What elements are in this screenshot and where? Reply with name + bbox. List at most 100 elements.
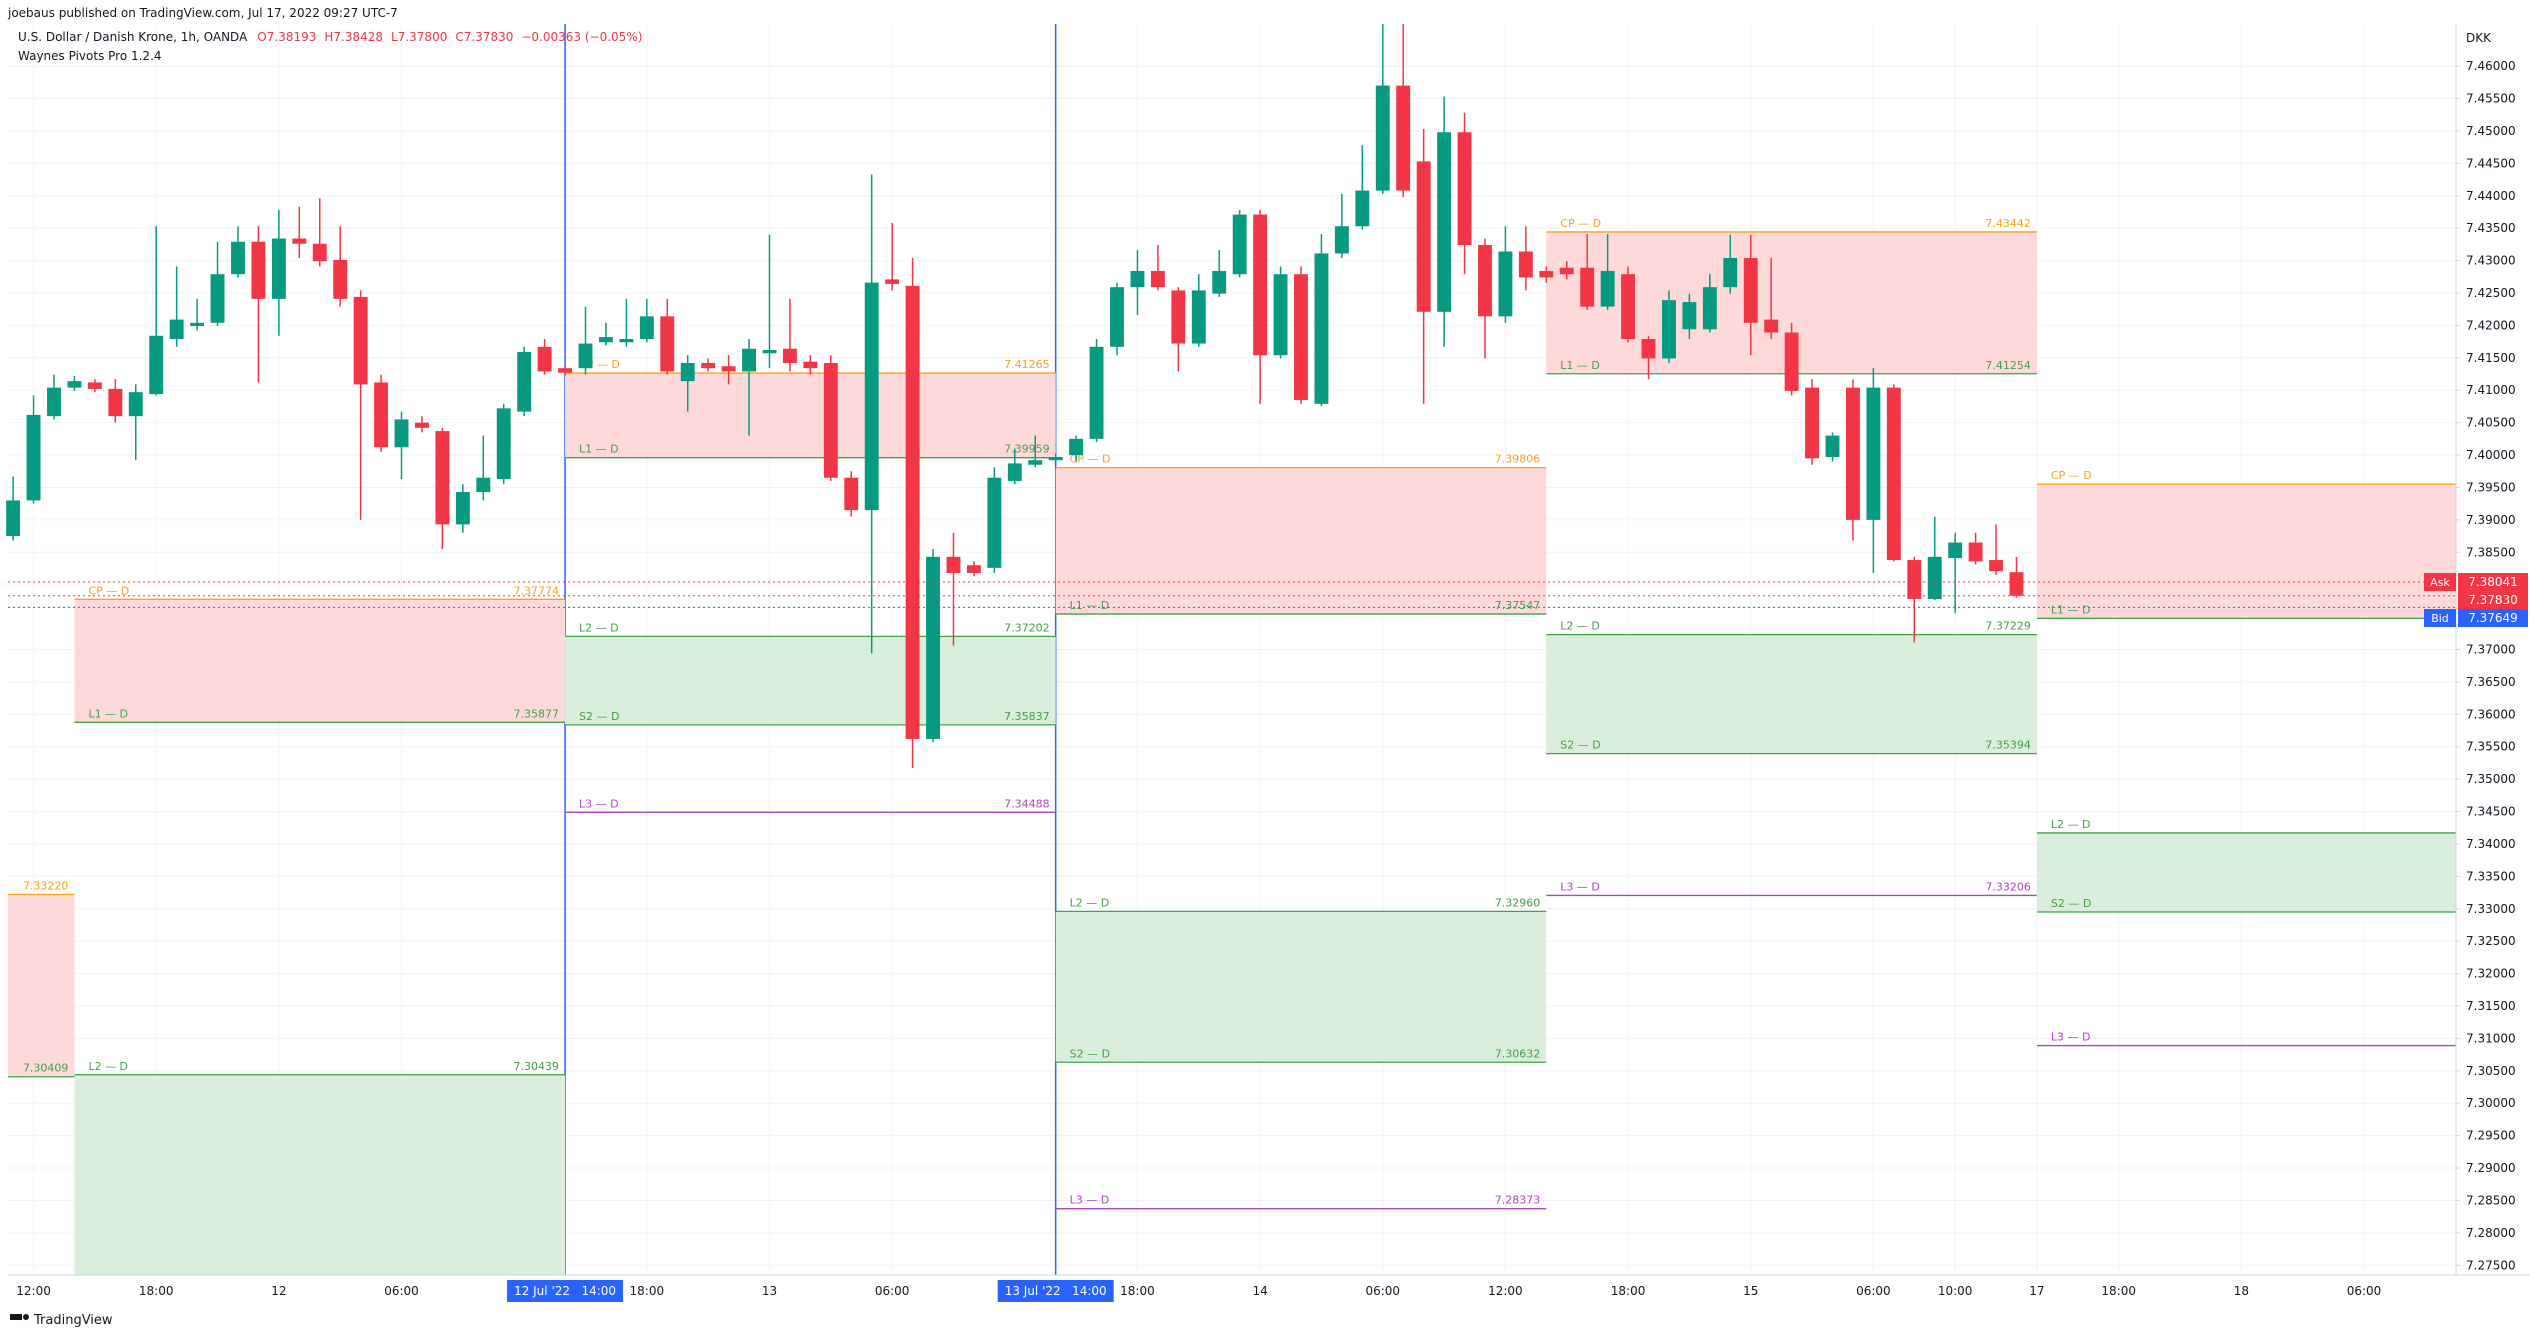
pivot-value: 7.39806: [1495, 453, 1541, 466]
candle-body: [1253, 214, 1268, 356]
candle-body: [1743, 257, 1758, 323]
candle-body: [701, 363, 716, 369]
candle-body: [926, 556, 940, 739]
y-tick-label: 7.39000: [2466, 513, 2516, 527]
candle-body: [1927, 556, 1942, 599]
candles: [6, 24, 2024, 769]
pivot-value: 7.35877: [514, 707, 560, 720]
candle-body: [435, 431, 450, 525]
pivot-zone: [2036, 484, 2456, 619]
candle-body: [47, 387, 61, 417]
pivot-value: 7.30439: [514, 1060, 560, 1073]
candle-body: [1437, 132, 1452, 312]
x-tick-label: 12: [271, 1284, 286, 1298]
candle-body: [1457, 132, 1472, 246]
candle-body: [1682, 302, 1697, 330]
candle-body: [762, 350, 777, 354]
candle-body: [1886, 387, 1901, 561]
y-tick-label: 7.41500: [2466, 351, 2516, 365]
candle-body: [149, 335, 164, 395]
x-tick-label: 13: [762, 1284, 777, 1298]
candle-body: [558, 368, 573, 373]
candle-body: [1600, 270, 1615, 307]
candle-body: [844, 477, 859, 511]
pivot-value: 7.34488: [1004, 797, 1050, 810]
y-tick-label: 7.35000: [2466, 772, 2516, 786]
candle-body: [1498, 251, 1513, 317]
candle-body: [1130, 270, 1145, 288]
pivot-zone: [1546, 634, 2037, 754]
symbol: U.S. Dollar / Danish Krone, 1h, OANDA: [18, 30, 248, 44]
currency: DKK: [2466, 31, 2492, 45]
pivot-name: CP — D: [1560, 217, 1601, 230]
pivot-value: 7.39959: [1004, 443, 1050, 456]
candle-body: [864, 282, 879, 511]
y-tick-label: 7.37000: [2466, 643, 2516, 657]
y-tick-label: 7.27500: [2466, 1258, 2516, 1272]
y-tick-label: 7.42500: [2466, 286, 2516, 300]
pivot-value: 7.37774: [514, 584, 560, 597]
price-tag-value: 7.38041: [2468, 575, 2518, 589]
x-tick-label: 18:00: [630, 1284, 665, 1298]
y-tick-label: 7.30500: [2466, 1064, 2516, 1078]
x-tick-label: 06:00: [1856, 1284, 1891, 1298]
candle-body: [1191, 290, 1206, 344]
pivot-zone: [2036, 832, 2456, 913]
y-tick-label: 7.28000: [2466, 1226, 2516, 1240]
candle-body: [476, 477, 491, 492]
price-tag-value: 7.37649: [2468, 611, 2518, 625]
y-tick-label: 7.44500: [2466, 156, 2516, 170]
price-tag-name: Ask: [2430, 576, 2450, 589]
pivot-value: 7.30632: [1495, 1047, 1541, 1060]
candle-body: [1069, 438, 1084, 456]
candle-body: [1232, 214, 1247, 275]
candle-body: [1518, 251, 1533, 278]
y-tick-label: 7.36000: [2466, 707, 2516, 721]
y-tick-label: 7.29500: [2466, 1129, 2516, 1143]
pivot-value: 7.41265: [1004, 358, 1050, 371]
candle-body: [169, 319, 184, 340]
pivot-value: 7.41254: [1985, 359, 2031, 372]
pivot-name: L2 — D: [88, 1060, 128, 1073]
candle-body: [517, 351, 532, 412]
y-tick-label: 7.38500: [2466, 545, 2516, 559]
y-tick-label: 7.40500: [2466, 416, 2516, 430]
x-tick-label: 18:00: [2101, 1284, 2136, 1298]
y-tick-label: 7.42000: [2466, 318, 2516, 332]
candle-body: [1314, 253, 1329, 404]
x-tick-label: 18:00: [139, 1284, 174, 1298]
x-tick-label: 13 Jul '22 14:00: [1005, 1284, 1107, 1298]
ohlc-value: −0.00363 (−0.05%): [521, 30, 642, 44]
candle-body: [1089, 346, 1104, 439]
pivot-name: S2 — D: [2051, 897, 2091, 910]
candle-body: [1702, 287, 1717, 330]
y-tick-label: 7.45500: [2466, 92, 2516, 106]
x-tick-label: 06:00: [384, 1284, 419, 1298]
candle-body: [251, 241, 266, 299]
candle-body: [1028, 460, 1043, 465]
y-tick-label: 7.32000: [2466, 967, 2516, 981]
pivot-value: 7.37547: [1495, 599, 1541, 612]
x-tick-label: 18:00: [1120, 1284, 1155, 1298]
candle-body: [374, 382, 389, 448]
candle-body: [1212, 270, 1227, 294]
y-tick-label: 7.31500: [2466, 999, 2516, 1013]
y-tick-label: 7.28500: [2466, 1193, 2516, 1207]
pivot-value: 7.33220: [23, 880, 69, 893]
price-tag-value: 7.37830: [2468, 593, 2518, 607]
candle-body: [1641, 339, 1656, 359]
x-tick-label: 18: [2234, 1284, 2249, 1298]
candle-body: [1375, 85, 1390, 191]
y-tick-label: 7.32500: [2466, 934, 2516, 948]
axes: 7.27500 7.28000 7.28500 7.29000 7.29500 7.300…: [8, 24, 2530, 1302]
candle-body: [660, 316, 675, 372]
candle-body: [1866, 387, 1881, 520]
candle-body: [1764, 319, 1779, 333]
pivot-value: 7.32960: [1495, 896, 1541, 909]
pivot-value: 7.28373: [1495, 1194, 1541, 1207]
candle-body: [1845, 387, 1860, 520]
pivot-name: L1 — D: [579, 443, 619, 456]
y-tick-label: 7.33500: [2466, 869, 2516, 883]
candle-body: [1968, 542, 1983, 562]
pivot-zone: [1055, 467, 1547, 615]
